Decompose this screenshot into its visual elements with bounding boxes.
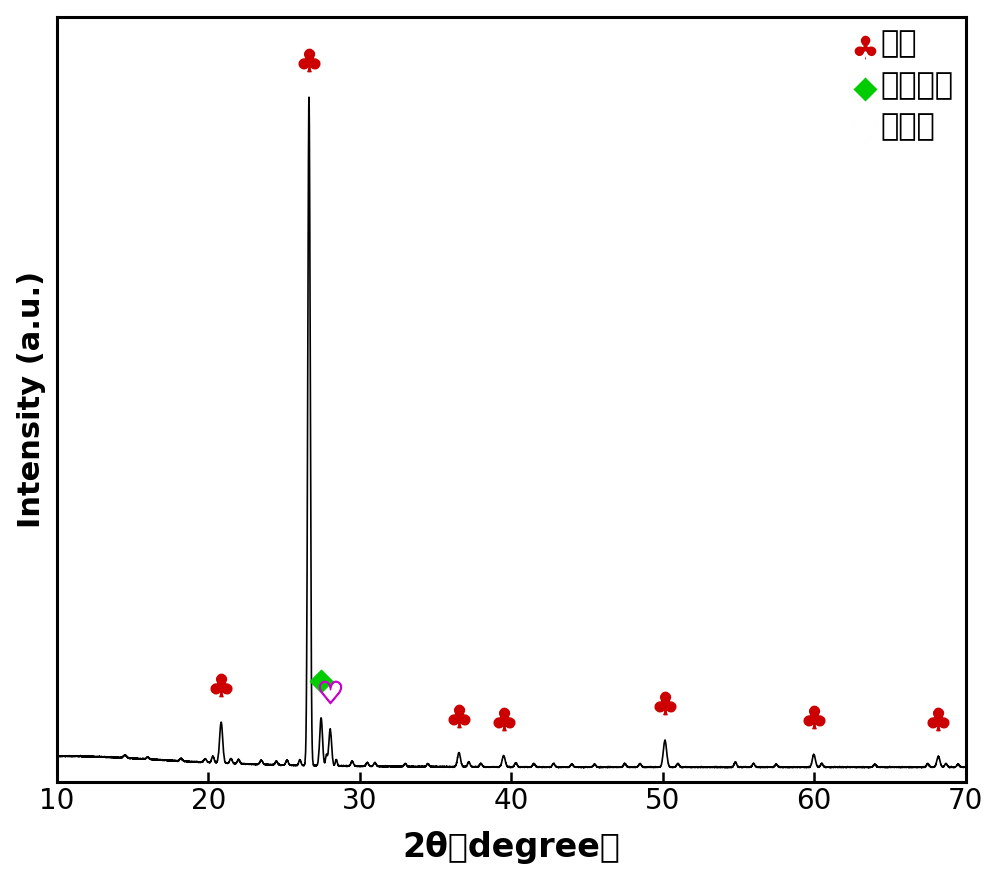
Point (213, 678, 229, 692)
Point (496, 712, 512, 726)
Point (657, 696, 673, 710)
Point (322, 685, 338, 700)
Point (930, 712, 946, 726)
Point (451, 708, 467, 722)
Y-axis label: Intensity (a.u.): Intensity (a.u.) (17, 270, 46, 528)
Legend: 石英, 微斜长石, 钓长石: 石英, 微斜长石, 钓长石 (852, 24, 959, 147)
X-axis label: 2θ（degree）: 2θ（degree） (402, 832, 620, 864)
Point (806, 710, 822, 724)
Point (313, 674, 329, 688)
Point (301, 53, 317, 67)
